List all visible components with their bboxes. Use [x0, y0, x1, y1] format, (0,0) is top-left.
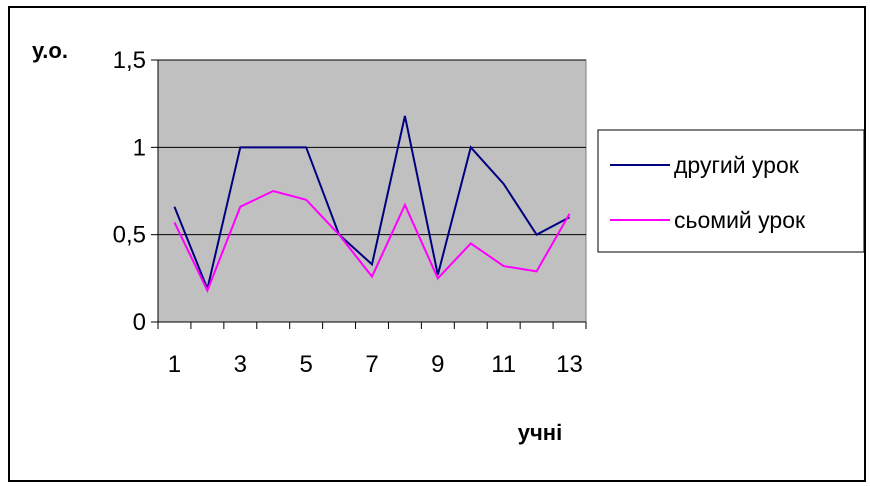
- y-tick-label: 0,5: [113, 222, 146, 249]
- x-tick-label: 9: [431, 351, 444, 378]
- x-tick-label: 5: [299, 351, 312, 378]
- x-tick-label: 11: [491, 351, 516, 378]
- x-axis-title: учні: [518, 420, 562, 445]
- series-line-1: [173, 115, 571, 293]
- chart-frame: 0 0,5 1 1,5 1 3 5 7 9 11 13 у.о. учні другий урок с…: [8, 6, 866, 482]
- x-tick-label: 3: [234, 351, 247, 378]
- y-tick-label: 1: [133, 134, 146, 161]
- legend-label: другий урок: [674, 152, 800, 178]
- series-lines: [173, 115, 571, 294]
- plot-area: [157, 59, 587, 323]
- line-chart: 00,511,51 3 5 7 9 11 13 у.о. учні другий урокс…: [32, 38, 864, 445]
- legend-box: [597, 129, 864, 253]
- legend: другий урок сьомий урок: [597, 129, 864, 253]
- legend-label: сьомий урок: [674, 207, 806, 233]
- y-axis-title: у.о.: [32, 38, 68, 63]
- axes: 00,511,51 3 5 7 9 11 13: [113, 47, 587, 378]
- x-tick-label: 1: [168, 351, 181, 378]
- y-tick-label: 0: [133, 309, 146, 336]
- y-tick-label: 1,5: [113, 47, 146, 74]
- x-tick-label: 13: [556, 351, 583, 378]
- x-tick-label: 7: [365, 351, 378, 378]
- series-line-2: [173, 189, 571, 294]
